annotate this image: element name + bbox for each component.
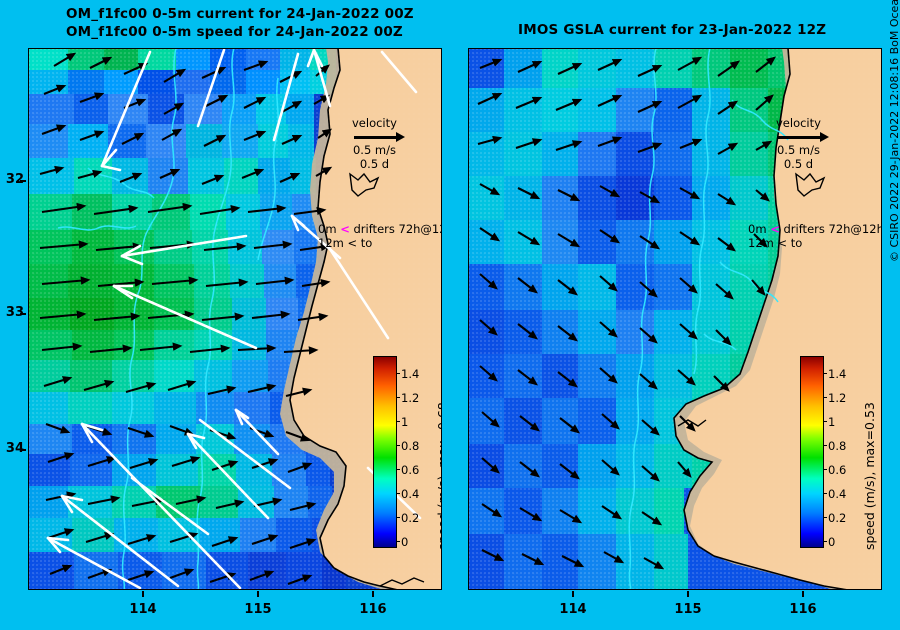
right-cbar-tick-7: 1.4: [828, 367, 847, 381]
right-drifter-legend-row-top: 0m < drifters 72h@12h: [748, 222, 882, 236]
right-cbar-tick-4: 0.8: [828, 439, 847, 453]
left-cbar-tick-2: 0.4: [401, 487, 420, 501]
right-velocity-legend-title: velocity: [776, 116, 821, 130]
right-cbar-tick-0: 0: [828, 535, 836, 549]
left-cbar-tick-4: 0.8: [401, 439, 420, 453]
right-arrow-icon: [778, 131, 829, 143]
right-drifter-text-bottom: to: [790, 236, 803, 250]
right-drifter-marker-2: <: [777, 236, 788, 250]
right-drifter-legend: 0m < drifters 72h@12h 12m < to: [748, 222, 882, 250]
left-y-tick-32: 32: [5, 172, 24, 187]
credit-text: © CSIRO 2022 29-Jan-2022 12:08:16 BoM Oc…: [888, 0, 900, 262]
left-y-tick-34: 34: [5, 441, 24, 456]
panel-left-title-line-1: OM_f1fc00 0-5m current for 24-Jan-2022 0…: [66, 6, 414, 22]
left-drifter-marker-2: <: [347, 236, 358, 250]
right-cbar-tick-2: 0.4: [828, 487, 847, 501]
panel-left-title-line-2: OM_f1fc00 0-5m speed for 24-Jan-2022 00Z: [66, 24, 403, 40]
left-cbar-tick-6: 1.2: [401, 391, 420, 405]
left-drifter-legend: 0m < drifters 72h@12h 12m < to: [318, 222, 442, 250]
left-drifter-depth-top: 0m: [318, 222, 337, 236]
left-x-tick-116: 116: [359, 602, 387, 617]
left-colorbar: 0 0.2 0.4 0.6 0.8 1 1.2 1.4 speed (m/s),…: [373, 354, 442, 554]
right-arrow-icon: [354, 131, 405, 143]
right-velocity-legend-scale: 0.5 m/s: [776, 143, 820, 157]
left-x-tick-115: 115: [244, 602, 272, 617]
left-drifter-legend-row-bottom: 12m < to: [318, 236, 442, 250]
left-colorbar-label: speed (m/s), max=0.68: [435, 402, 442, 550]
left-cbar-tick-1: 0.2: [401, 511, 420, 525]
left-drifter-legend-row-top: 0m < drifters 72h@12h: [318, 222, 442, 236]
left-drifter-text-bottom: to: [360, 236, 373, 250]
right-velocity-arrows: [477, 56, 776, 570]
left-drifter-text-top: drifters 72h@12h: [353, 222, 442, 236]
left-y-tick-33: 33: [5, 305, 24, 320]
right-cbar-tick-1: 0.2: [828, 511, 847, 525]
right-drifter-depth-top: 0m: [748, 222, 767, 236]
right-x-tick-116: 116: [789, 602, 817, 617]
left-velocity-legend-scale: 0.5 m/s: [352, 143, 396, 157]
right-colorbar: 0 0.2 0.4 0.6 0.8 1 1.2 1.4 speed (m/s),…: [800, 354, 877, 554]
right-cbar-tick-6: 1.2: [828, 391, 847, 405]
left-drifter-depth-bottom: 12m: [318, 236, 344, 250]
left-velocity-legend-title: velocity: [352, 116, 397, 130]
left-colorbar-gradient: [373, 356, 397, 548]
right-velocity-legend-duration: 0.5 d: [783, 157, 814, 171]
right-x-tick-114: 114: [559, 602, 587, 617]
right-cbar-tick-3: 0.6: [828, 463, 847, 477]
panel-right-title: IMOS GSLA current for 23-Jan-2022 12Z: [518, 22, 827, 38]
right-drifter-depth-bottom: 12m: [748, 236, 774, 250]
right-cbar-tick-5: 1: [828, 415, 836, 429]
left-cbar-tick-3: 0.6: [401, 463, 420, 477]
map-panel-left[interactable]: velocity 0.5 m/s 0.5 d 0m < drifters 72h…: [28, 48, 442, 590]
right-drifter-legend-row-bottom: 12m < to: [748, 236, 882, 250]
magenta-marker-icon: <: [340, 222, 350, 236]
left-cbar-tick-5: 1: [401, 415, 409, 429]
left-cbar-tick-0: 0: [401, 535, 409, 549]
left-x-tick-114: 114: [129, 602, 157, 617]
left-velocity-arrows: [39, 52, 333, 585]
right-velocity-legend: velocity 0.5 m/s 0.5 d: [776, 116, 829, 171]
right-colorbar-gradient: [800, 356, 824, 548]
left-drifter-tracks-0m: [46, 48, 422, 590]
left-cbar-tick-7: 1.4: [401, 367, 420, 381]
map-panel-right[interactable]: velocity 0.5 m/s 0.5 d 0m < drifters 72h…: [468, 48, 882, 590]
right-colorbar-label: speed (m/s), max=0.53: [862, 402, 877, 550]
left-velocity-legend-duration: 0.5 d: [359, 157, 390, 171]
magenta-marker-icon: <: [770, 222, 780, 236]
right-x-tick-115: 115: [674, 602, 702, 617]
left-velocity-legend: velocity 0.5 m/s 0.5 d: [352, 116, 405, 171]
right-drifter-text-top: drifters 72h@12h: [783, 222, 882, 236]
